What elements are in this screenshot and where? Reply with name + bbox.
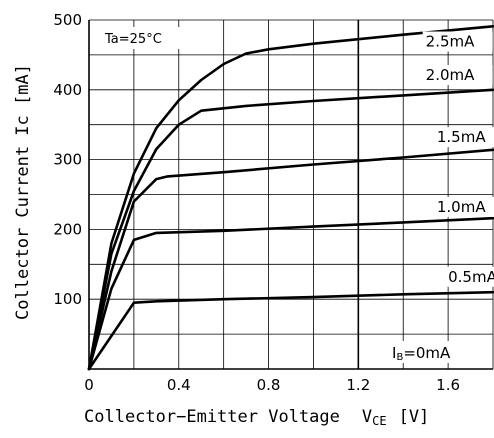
series-line <box>87 216 494 371</box>
baseline-label-subscript: B <box>396 352 403 363</box>
x-tick-label: 1.2 <box>346 376 370 394</box>
x-tick-label: 0 <box>84 376 94 394</box>
baseline-label-box <box>387 341 479 363</box>
series-label-backing <box>433 127 494 148</box>
series-label: 1.0mA <box>437 198 486 216</box>
temperature-annotation: Ta=25°C <box>104 32 162 47</box>
series-line <box>87 25 494 371</box>
y-tick-label: 300 <box>53 151 82 169</box>
series-label-backing <box>433 196 494 217</box>
series-line <box>87 290 494 371</box>
y-tick-label: 500 <box>53 11 82 29</box>
series-label: 1.5mA <box>437 128 486 146</box>
x-axis-title-subscript: CE <box>372 414 386 428</box>
x-tick-label: 1.6 <box>436 376 460 394</box>
x-axis-title: Collector−Emitter Voltage VCE [V] <box>84 407 429 428</box>
x-tick-label: 0.4 <box>167 376 191 394</box>
series-label-backing <box>422 31 493 52</box>
annotation-box <box>99 27 181 49</box>
y-tick-label: 400 <box>53 81 82 99</box>
baseline-label: IB=0mA <box>392 344 451 363</box>
series-label-backing <box>422 65 493 86</box>
baseline-label-value: =0mA <box>403 344 451 362</box>
curve-group <box>87 25 494 371</box>
series-label: 0.5mA <box>448 268 494 286</box>
series-line <box>87 88 494 371</box>
x-tick-label: 0.8 <box>257 376 281 394</box>
x-axis-title-symbol: V <box>362 407 372 427</box>
y-tick-labels: 100 200 300 400 500 <box>53 11 82 308</box>
baseline-label-symbol: I <box>392 344 396 362</box>
series-label: 2.0mA <box>426 66 475 84</box>
x-axis-title-text: Collector−Emitter Voltage <box>84 407 340 427</box>
series-label: 2.5mA <box>426 33 475 51</box>
y-tick-label: 100 <box>53 290 82 308</box>
series-label-backing <box>445 266 494 287</box>
x-axis-title-unit: [V] <box>399 407 430 427</box>
y-tick-label: 200 <box>53 220 82 238</box>
x-tick-labels: 0 0.4 0.8 1.2 1.6 <box>84 376 460 394</box>
y-axis-title: Collector Current Ic [mA] <box>13 64 33 320</box>
series-labels: 0.5mA 1.0mA 1.5mA 2.0mA 2.5mA <box>422 31 494 287</box>
series-line <box>87 148 494 371</box>
